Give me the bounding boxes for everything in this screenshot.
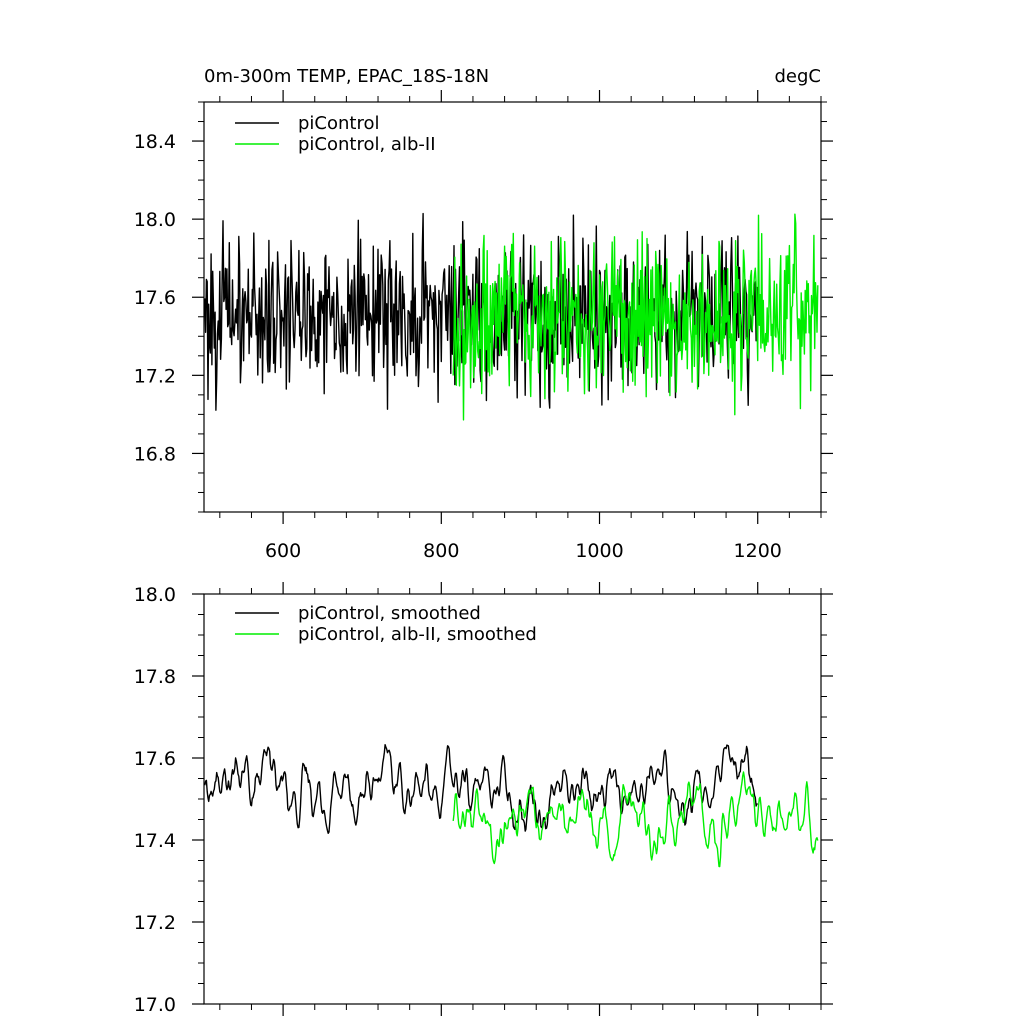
y-tick-label: 17.0 [134,994,176,1016]
x-tick-label: 1200 [734,540,782,562]
y-tick-label: 17.6 [134,287,176,309]
y-tick-label: 18.4 [134,131,176,153]
top-chart-units: degC [775,66,822,87]
y-tick-label: 16.8 [134,443,176,465]
legend-label-alb-ii: piControl, alb-II [298,134,436,155]
legend-label-picontrol-smoothed: piControl, smoothed [298,603,481,624]
legend-label-alb-ii-smoothed: piControl, alb-II, smoothed [298,624,537,645]
y-tick-label: 17.2 [134,365,176,387]
y-tick-label: 17.4 [134,830,176,852]
plot-frame [203,101,822,513]
series-line-1-0 [204,744,758,834]
legend-label-picontrol: piControl [298,113,380,134]
top-legend: piControl piControl, alb-II [235,113,436,155]
bottom-axes: 17.0 17.2 17.4 17.6 17.8 18.0 [134,582,833,1016]
top-axes: 600 800 1000 1200 16.8 17.2 17.6 18.0 18.4 [134,90,833,562]
top-chart-panel: 0m-300m TEMP, EPAC_18S-18N degC 600 800 10… [134,66,833,562]
x-tick-label: 800 [423,540,459,562]
y-tick-label: 17.6 [134,748,176,770]
series-line-0-1 [452,213,819,421]
bottom-series-group [204,744,819,868]
top-series-group [204,212,819,421]
y-tick-label: 17.8 [134,666,176,688]
bottom-chart-panel: 17.0 17.2 17.4 17.6 17.8 18.0 piControl, smoo… [134,582,833,1016]
y-tick-label: 18.0 [134,209,176,231]
y-tick-label: 17.2 [134,912,176,934]
series-line-1-1 [452,771,819,868]
x-tick-label: 1000 [575,540,623,562]
bottom-legend: piControl, smoothed piControl, alb-II, s… [235,603,537,645]
y-tick-label: 18.0 [134,584,176,606]
plot-frame [203,593,822,1005]
top-chart-title: 0m-300m TEMP, EPAC_18S-18N [204,66,489,87]
x-tick-label: 600 [265,540,301,562]
